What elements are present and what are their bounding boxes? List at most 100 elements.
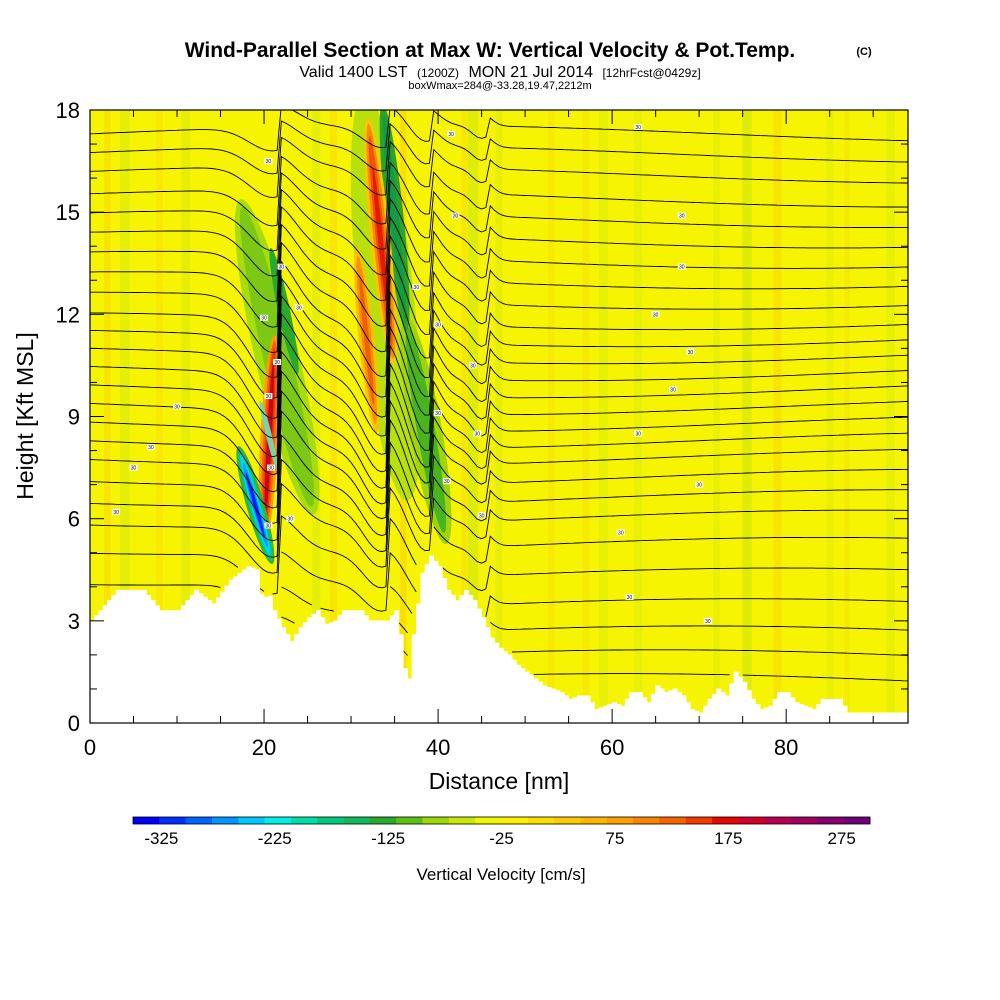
colorbar-swatch xyxy=(817,817,844,824)
colorbar-swatch xyxy=(606,817,634,824)
y-axis-label: Height [Kft MSL] xyxy=(12,332,38,499)
colorbar-swatch xyxy=(211,817,239,824)
isentrope-label: 30 xyxy=(686,348,695,356)
y-tick-label: 18 xyxy=(56,98,80,123)
isentrope-line xyxy=(90,120,908,175)
copyright-mark: (C) xyxy=(856,46,872,58)
svg-text:30: 30 xyxy=(274,360,280,366)
svg-text:30: 30 xyxy=(679,265,685,271)
y-tick-label: 15 xyxy=(56,200,80,225)
svg-text:30: 30 xyxy=(261,316,267,322)
svg-text:30: 30 xyxy=(688,350,694,356)
isentrope-line xyxy=(90,389,908,509)
svg-text:30: 30 xyxy=(705,619,711,625)
colorbar-swatch xyxy=(396,817,423,824)
isentrope-line xyxy=(90,277,908,399)
x-tick-label: 60 xyxy=(600,735,624,760)
colorbar-swatch xyxy=(764,817,792,824)
axes: 0 20 40 60 80 0 3 6 9 12 15 18 xyxy=(56,98,908,760)
colorbar-swatch xyxy=(317,817,344,824)
colorbar-label: Vertical Velocity [cm/s] xyxy=(416,865,585,884)
colorbar-swatch xyxy=(712,817,739,824)
colorbar: -325 -225 -125 -25 75 175 275 xyxy=(132,816,871,848)
isentrope-line xyxy=(90,260,908,379)
svg-text:30: 30 xyxy=(148,445,154,451)
svg-text:30: 30 xyxy=(131,466,137,472)
isentrope-line xyxy=(90,551,908,612)
svg-text:30: 30 xyxy=(679,214,685,220)
colorbar-swatch xyxy=(159,817,186,824)
svg-text:30: 30 xyxy=(670,387,676,393)
isentrope-label: 30 xyxy=(695,481,704,489)
weak-downdraft-band xyxy=(120,110,130,723)
isentrope-label: 30 xyxy=(273,359,282,366)
isentrope-line xyxy=(281,586,908,617)
svg-text:30: 30 xyxy=(470,363,476,369)
isentrope-line xyxy=(90,482,908,574)
svg-text:30: 30 xyxy=(435,323,441,329)
y-tick-label: 12 xyxy=(56,302,80,327)
weak-downdraft-band xyxy=(634,110,643,723)
colorbar-swatch xyxy=(264,817,292,824)
isentrope-line xyxy=(281,616,908,634)
isentrope-label: 30 xyxy=(260,314,269,322)
isentrope-label: 30 xyxy=(294,304,303,312)
isentrope-label: 30 xyxy=(173,403,182,410)
isentrope-line xyxy=(90,188,908,277)
weak-updraft-band xyxy=(582,110,590,723)
isentrope-label: 30 xyxy=(286,515,295,523)
colorbar-swatch xyxy=(843,817,871,824)
colorbar-swatch xyxy=(343,817,371,824)
svg-text:30: 30 xyxy=(618,530,624,536)
svg-text:30: 30 xyxy=(266,159,272,165)
svg-text:30: 30 xyxy=(414,285,420,291)
isentrope-label: 30 xyxy=(434,410,443,417)
terrain xyxy=(90,555,908,723)
colorbar-swatch xyxy=(501,817,529,824)
x-tick-label: 20 xyxy=(252,735,276,760)
downdraft-streak xyxy=(259,400,278,467)
x-tick-label: 80 xyxy=(774,735,798,760)
isentrope-label: 30 xyxy=(477,512,486,519)
isentrope-label: 30 xyxy=(677,212,686,220)
colorbar-swatch xyxy=(554,817,581,824)
colorbar-swatch xyxy=(185,817,213,824)
svg-text:30: 30 xyxy=(266,394,272,400)
svg-text:30: 30 xyxy=(444,479,450,485)
weak-downdraft-band xyxy=(713,110,720,723)
isentrope-line xyxy=(90,331,908,458)
svg-text:30: 30 xyxy=(696,483,702,489)
isentrope-label: 30 xyxy=(451,212,460,220)
isentrope-label: 30 xyxy=(412,284,421,291)
svg-text:30: 30 xyxy=(174,404,180,410)
isentrope-label: 30 xyxy=(616,529,625,536)
isentrope-label: 30 xyxy=(112,508,121,516)
colorbar-swatch xyxy=(448,817,476,824)
isentrope-label: 30 xyxy=(277,263,286,271)
terrain-profile xyxy=(90,555,908,723)
isentrope-line xyxy=(90,294,908,419)
colorbar-swatch xyxy=(422,817,450,824)
svg-text:30: 30 xyxy=(435,411,441,417)
isentrope-label: 30 xyxy=(264,158,273,165)
colorbar-swatch xyxy=(580,817,608,824)
weak-updraft-band xyxy=(330,110,338,723)
colorbar-swatch xyxy=(659,817,687,824)
y-tick-label: 3 xyxy=(68,609,80,634)
isentrope-label: 30 xyxy=(267,464,276,472)
downdraft-core xyxy=(405,327,447,533)
colorbar-swatch xyxy=(633,817,660,824)
weak-downdraft-band xyxy=(742,110,752,723)
isentrope-label: 30 xyxy=(651,311,660,318)
isentrope-label: 30 xyxy=(677,263,686,271)
weak-downdraft-band xyxy=(599,110,608,723)
isentrope-label: 30 xyxy=(264,393,273,400)
weak-updraft-band xyxy=(461,110,467,723)
x-tick-label: 40 xyxy=(426,735,450,760)
isentrope-line xyxy=(90,350,908,476)
isentrope-label: 30 xyxy=(434,321,443,329)
svg-text:30: 30 xyxy=(266,523,272,529)
weak-downdraft-band xyxy=(826,110,834,723)
colorbar-swatch xyxy=(791,817,818,824)
x-tick-label: 0 xyxy=(84,735,96,760)
